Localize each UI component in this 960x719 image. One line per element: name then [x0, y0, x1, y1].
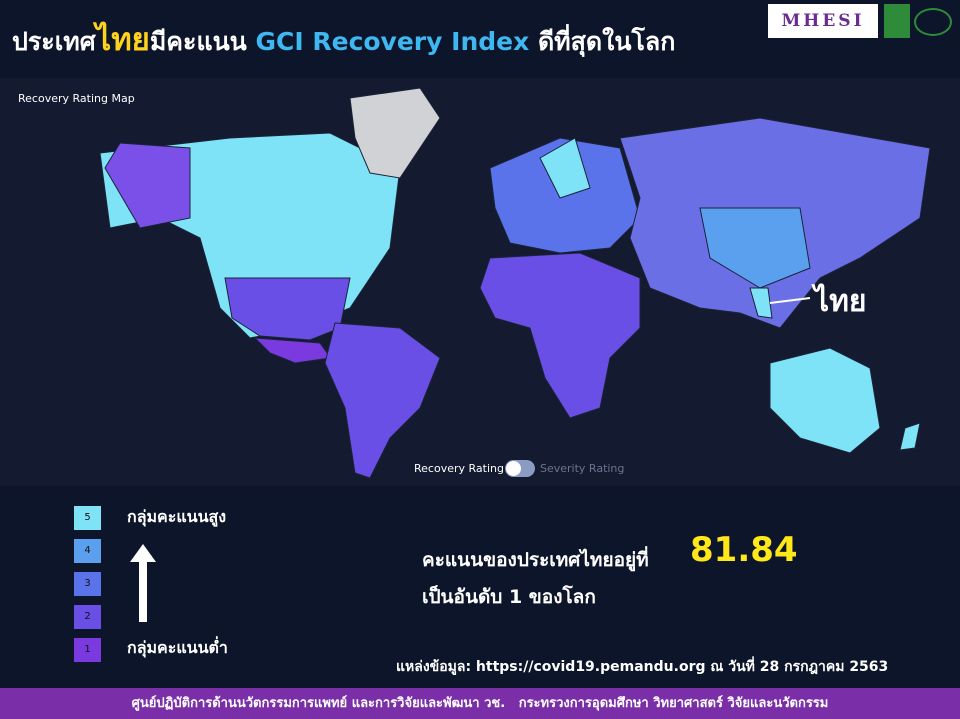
source: แหล่งข้อมูล: https://covid19.pemandu.org… — [396, 659, 889, 675]
legend-swatch: 1 — [74, 638, 101, 662]
scandinavia — [539, 137, 591, 199]
title-index: GCI Recovery Index — [255, 27, 530, 56]
china — [699, 207, 811, 289]
legend-swatch: 4 — [74, 539, 101, 563]
pointer-line — [769, 297, 811, 304]
greenland — [349, 87, 441, 179]
arrow-up — [130, 544, 156, 622]
thailand — [749, 287, 773, 319]
south-america — [324, 322, 441, 479]
title: ประเทศไทยมีคะแนน GCI Recovery Index ดีที… — [12, 14, 675, 64]
rank-text: เป็นอันดับ 1 ของโลก — [422, 586, 596, 608]
footer: ศูนย์ปฏิบัติการด้านนวัตกรรมการแพทย์ และก… — [0, 688, 960, 719]
legend: 5 4 3 2 1 — [0, 500, 400, 680]
legend-high: กลุ่มคะแนนสูง — [127, 507, 227, 526]
new-zealand — [899, 422, 921, 451]
world-map — [99, 87, 931, 479]
country-label: ไทย — [814, 284, 867, 319]
title-part: ดีที่สุดในโลก — [537, 27, 676, 56]
logo: MHESI — [768, 4, 878, 38]
toggle-switch[interactable] — [505, 460, 535, 477]
map-panel: Recovery Rating Map ไทย Recovery Rating … — [0, 78, 960, 486]
toggle-on-label: Recovery Rating — [414, 462, 504, 475]
toggle-off-label: Severity Rating — [540, 462, 625, 475]
alaska — [104, 142, 191, 229]
title-part: มีคะแนน — [149, 27, 247, 56]
legend-swatch: 3 — [74, 572, 101, 596]
usa — [224, 277, 351, 341]
map-title: Recovery Rating Map — [18, 92, 135, 105]
score-value: 81.84 — [690, 530, 798, 570]
legend-swatch: 5 — [74, 506, 101, 530]
australia — [769, 347, 881, 454]
logo-emblem — [884, 4, 910, 38]
africa — [479, 252, 641, 419]
legend-swatch: 2 — [74, 605, 101, 629]
logo-emblem — [914, 8, 952, 36]
legend-low: กลุ่มคะแนนต่ำ — [127, 638, 228, 657]
title-part: ประเทศ — [12, 27, 96, 56]
title-highlight: ไทย — [95, 22, 150, 58]
score-text: คะแนนของประเทศไทยอยู่ที่ — [422, 549, 649, 571]
